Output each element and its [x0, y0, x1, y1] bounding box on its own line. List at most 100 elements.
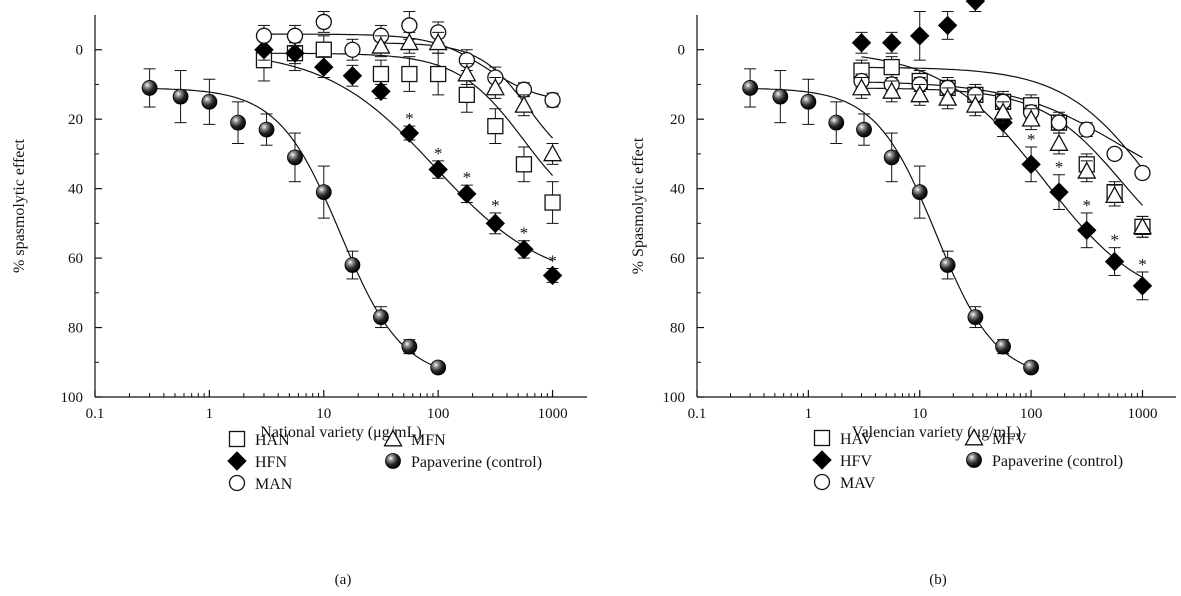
y-tick-label: 0 — [678, 43, 686, 59]
x-tick-label: 10 — [316, 406, 331, 422]
data-point — [428, 159, 448, 180]
data-point — [995, 338, 1011, 355]
significance-star: * — [1083, 196, 1092, 215]
data-point — [172, 88, 189, 105]
y-tick-label: 40 — [68, 182, 83, 198]
data-point — [883, 149, 900, 166]
data-point — [344, 257, 361, 273]
legend-label-han: HAN — [255, 432, 290, 449]
data-point — [1132, 216, 1153, 235]
data-point — [287, 149, 303, 166]
data-point — [371, 81, 391, 102]
y-tick-label: 100 — [61, 390, 84, 406]
data-point — [487, 117, 504, 135]
data-point — [965, 0, 986, 11]
data-point — [544, 91, 561, 109]
data-point — [458, 86, 475, 104]
y-tick-label: 60 — [68, 251, 83, 267]
y-tick-label: 0 — [76, 43, 84, 59]
data-point — [993, 102, 1013, 120]
data-point — [430, 359, 447, 376]
data-point — [911, 184, 928, 201]
data-point — [141, 80, 158, 96]
legend-label-hav: HAV — [840, 431, 873, 448]
y-tick-label: 60 — [670, 251, 685, 267]
data-point — [1134, 164, 1151, 182]
legend-marker-han — [228, 430, 246, 448]
y-tick-label: 20 — [670, 112, 685, 128]
data-point — [1049, 182, 1069, 202]
legend-marker-papaverine-control — [966, 452, 982, 468]
data-point — [882, 81, 902, 99]
data-point — [1104, 185, 1125, 204]
data-point — [430, 65, 447, 83]
x-tick-label: 0.1 — [688, 406, 707, 422]
significance-star: * — [1055, 158, 1064, 177]
x-axis-title: National variety (μg/mL) — [260, 424, 421, 441]
data-point — [828, 114, 845, 131]
significance-star: * — [463, 168, 472, 187]
data-point — [485, 213, 506, 234]
data-point — [401, 17, 418, 34]
x-tick-label: 1 — [805, 406, 813, 422]
legend-marker-hav — [813, 429, 831, 447]
legend-label-mav: MAV — [840, 475, 876, 492]
data-point — [286, 27, 304, 44]
data-point — [800, 93, 817, 110]
x-tick-label: 10 — [912, 406, 927, 422]
x-tick-label: 100 — [427, 406, 450, 422]
series-man — [255, 11, 561, 109]
legend-label-man: MAN — [255, 476, 293, 493]
series-papaverine-control — [742, 68, 1040, 376]
significance-star: * — [491, 196, 500, 215]
data-point — [967, 309, 984, 326]
data-point — [965, 95, 985, 113]
legend-label-papaverine-control: Papaverine (control) — [411, 454, 542, 471]
y-tick-label: 100 — [663, 390, 686, 406]
y-tick-label: 80 — [68, 321, 83, 337]
fit-curve-papaverine-control — [750, 87, 1032, 369]
data-point — [315, 13, 332, 31]
data-point — [1106, 145, 1123, 163]
data-point — [1050, 114, 1068, 131]
x-axis-title: Valencian variety (μg/mL) — [852, 424, 1021, 441]
legend-marker-mav — [813, 473, 831, 491]
data-point — [201, 93, 218, 110]
fit-curve-hfv — [861, 56, 1143, 278]
data-point — [258, 121, 275, 138]
data-point — [1049, 133, 1069, 151]
legend-marker-hfn — [227, 451, 247, 471]
data-point — [314, 57, 334, 77]
significance-star: * — [1110, 231, 1119, 250]
legend-label-mfn: MFN — [411, 432, 446, 449]
y-axis-title: % Spasmolytic effect — [630, 137, 647, 274]
data-point — [514, 239, 534, 260]
data-point — [742, 80, 759, 96]
legend-marker-hfv — [812, 450, 832, 470]
data-point — [230, 114, 246, 131]
significance-star: * — [1138, 255, 1147, 274]
series-mfn — [371, 31, 563, 165]
legend-label-hfv: HFV — [840, 453, 872, 470]
legend-marker-papaverine-control — [385, 453, 401, 469]
significance-star: * — [405, 109, 414, 128]
significance-star: * — [434, 144, 443, 163]
data-point — [342, 66, 363, 86]
series-mfv — [851, 77, 1153, 238]
x-tick-label: 100 — [1020, 406, 1043, 422]
data-point — [514, 95, 534, 113]
data-point — [1078, 121, 1095, 138]
data-point — [856, 121, 872, 138]
data-point — [485, 78, 505, 96]
data-point — [457, 184, 477, 204]
data-point — [285, 43, 305, 63]
panel-label: (a) — [335, 572, 352, 588]
data-point — [315, 41, 332, 58]
data-point — [373, 309, 389, 326]
series-papaverine-control — [141, 68, 447, 376]
fit-curve-papaverine-control — [149, 87, 439, 369]
data-point — [1077, 220, 1097, 241]
